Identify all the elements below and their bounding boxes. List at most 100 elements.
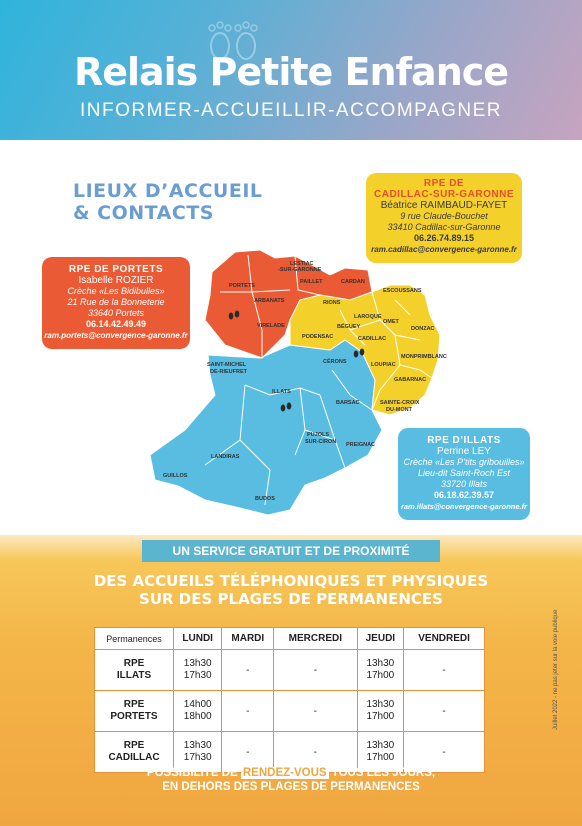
contact-title: CADILLAC-SUR-GARONNE [374, 189, 514, 200]
footer-text: POSSIBILITÉ DE [146, 767, 241, 779]
contact-title: RPE DE PORTETS [68, 264, 164, 275]
time-value: 18h00 [183, 711, 212, 722]
time-value: 17h00 [366, 752, 395, 763]
time-value: 17h00 [366, 711, 395, 722]
contact-name: Perrine LEY [437, 446, 491, 457]
row-label-line: RPE [123, 740, 145, 751]
contact-address-line: 9 rue Claude-Bouchet [400, 211, 488, 221]
time-value: 14h00 [183, 699, 212, 710]
row-label-line: CADILLAC [108, 752, 160, 763]
map-label-gabarnac: GABARNAC [394, 377, 426, 383]
map-label-paillet: PAILLET [300, 279, 323, 285]
map-label-landiras: LANDIRAS [211, 454, 240, 460]
map-label-saint-michel: SAINT-MICHEL [207, 362, 247, 368]
contact-email[interactable]: ram.cadillac@convergence-garonne.fr [371, 245, 517, 254]
time-value: 13h30 [366, 658, 395, 669]
time-value: 17h30 [183, 752, 212, 763]
map-label-de-rieufret: DE-RIEUFRET [210, 369, 248, 375]
map-label-illats: ILLATS [272, 389, 291, 395]
table-cell: 13h30 17h30 [172, 731, 223, 773]
footprint-marker-icon [228, 310, 365, 412]
table-header: VENDREDI [403, 627, 485, 650]
row-label-line: PORTETS [110, 711, 158, 722]
map-label-cerons: CÉRONS [323, 357, 347, 365]
headline-line2: SUR DES PLAGES DE PERMANENCES [139, 590, 443, 608]
section-title-line1: LIEUX D’ACCUEIL [73, 180, 263, 202]
row-label-line: RPE [123, 699, 145, 710]
contact-phone: 06.26.74.89.15 [413, 233, 475, 243]
table-cell: 13h30 17h00 [356, 731, 405, 773]
table-cell: - [273, 690, 358, 732]
table-cell: - [221, 690, 275, 732]
map-label-monprimblanc: MONPRIMBLANC [401, 354, 447, 360]
side-note: Juillet 2022 - ne pas jeter sur la voie … [553, 609, 559, 730]
map-zone-cadillac [289, 284, 441, 416]
headline-line1: DES ACCUEILS TÉLÉPHONIQUES ET PHYSIQUES [93, 572, 489, 590]
map-zone-illats [149, 339, 383, 516]
map-label-podensac: PODENSAC [302, 334, 333, 340]
map-label-omet: OMET [383, 319, 400, 325]
time-value: 13h30 [366, 699, 395, 710]
row-label: RPE PORTETS [94, 690, 174, 732]
contact-address-line: Crèche «Les P’tits gribouilles» [403, 457, 525, 467]
headline: DES ACCUEILS TÉLÉPHONIQUES ET PHYSIQUES … [0, 572, 582, 608]
contact-name: Béatrice RAIMBAUD-FAYET [380, 200, 508, 211]
table-cell: 13h30 17h00 [356, 690, 405, 732]
map-label-sainte-croix: SAINTE-CROIX [380, 400, 420, 406]
contact-address-line: 33640 Portets [87, 308, 145, 318]
contact-title: RPE D’ILLATS [427, 435, 501, 446]
map-label-guillos: GUILLOS [163, 473, 188, 479]
contact-phone: 06.18.62.39.57 [433, 490, 495, 500]
map-label-budos: BUDOS [255, 496, 275, 502]
map-label-arbanats: ARBANATS [254, 298, 285, 304]
map-label-escoussans: ESCOUSSANS [383, 288, 422, 294]
map-label-virelade: VIRELADE [257, 323, 285, 329]
table-cell: - [403, 649, 485, 691]
contact-title: RPE DE [423, 178, 465, 189]
map-label-pujols: PUJOLS [307, 432, 329, 438]
table-cell: - [221, 649, 275, 691]
section-title: LIEUX D’ACCUEIL & CONTACTS [73, 180, 263, 224]
row-label-line: ILLATS [116, 670, 152, 681]
contact-address-line: 33410 Cadillac-sur-Garonne [387, 222, 501, 232]
footer-line2: EN DEHORS DES PLAGES DE PERMANENCES [162, 781, 420, 793]
table-header-row: Permanences LUNDI MARDI MERCREDI JEUDI V… [94, 627, 485, 650]
map-label-donzac: DONZAC [411, 326, 435, 332]
table-row: RPE ILLATS 13h30 17h30 - - 13h30 17h00 - [94, 649, 485, 691]
map-label-laroque: LAROQUE [354, 314, 382, 320]
contact-email[interactable]: ram.portets@convergence-garonne.fr [44, 331, 188, 340]
map-label-cardan: CARDAN [341, 279, 365, 285]
time-value: 17h30 [183, 670, 212, 681]
contact-card-portets: RPE DE PORTETS Isabelle ROZIER Crèche «L… [42, 257, 190, 349]
contact-name: Isabelle ROZIER [78, 275, 154, 286]
contact-email[interactable]: ram.illats@convergence-garonne.fr [400, 502, 528, 511]
appointment-highlight: RENDEZ-VOUS [240, 767, 329, 779]
table-cell: - [273, 731, 358, 773]
contact-card-illats: RPE D’ILLATS Perrine LEY Crèche «Les P’t… [398, 428, 530, 520]
table-cell: - [403, 731, 485, 773]
contact-card-cadillac: RPE DE CADILLAC-SUR-GARONNE Béatrice RAI… [366, 173, 522, 263]
map-label-preignac: PREIGNAC [346, 442, 375, 448]
row-label-line: RPE [123, 658, 145, 669]
contact-address-line: Crèche «Les Bidibulles» [67, 286, 165, 296]
map-label-cadillac: CADILLAC [358, 336, 386, 342]
table-cell: - [403, 690, 485, 732]
footer-text: TOUS LES JOURS, [328, 767, 436, 779]
contact-address-line: 33720 Illats [440, 479, 488, 489]
table-header: Permanences [94, 627, 174, 650]
table-cell: 13h30 17h00 [356, 649, 405, 691]
time-value: 13h30 [183, 658, 212, 669]
contact-address-line: Lieu-dit Saint-Roch Est [417, 468, 511, 478]
time-value: 13h30 [183, 740, 212, 751]
map-label-sur-ciron: SUR-CIRON [305, 439, 336, 445]
map-label-rions: RIONS [323, 300, 341, 306]
table-cell: 14h00 18h00 [172, 690, 223, 732]
contact-address-line: 21 Rue de la Bonneterie [67, 297, 165, 307]
map-label-sur-garonne: -SUR-GARONNE [278, 267, 322, 273]
table-header: MARDI [221, 627, 275, 650]
map-label-du-mont: DU-MONT [386, 407, 413, 413]
header-band [0, 0, 582, 140]
time-value: 13h30 [366, 740, 395, 751]
